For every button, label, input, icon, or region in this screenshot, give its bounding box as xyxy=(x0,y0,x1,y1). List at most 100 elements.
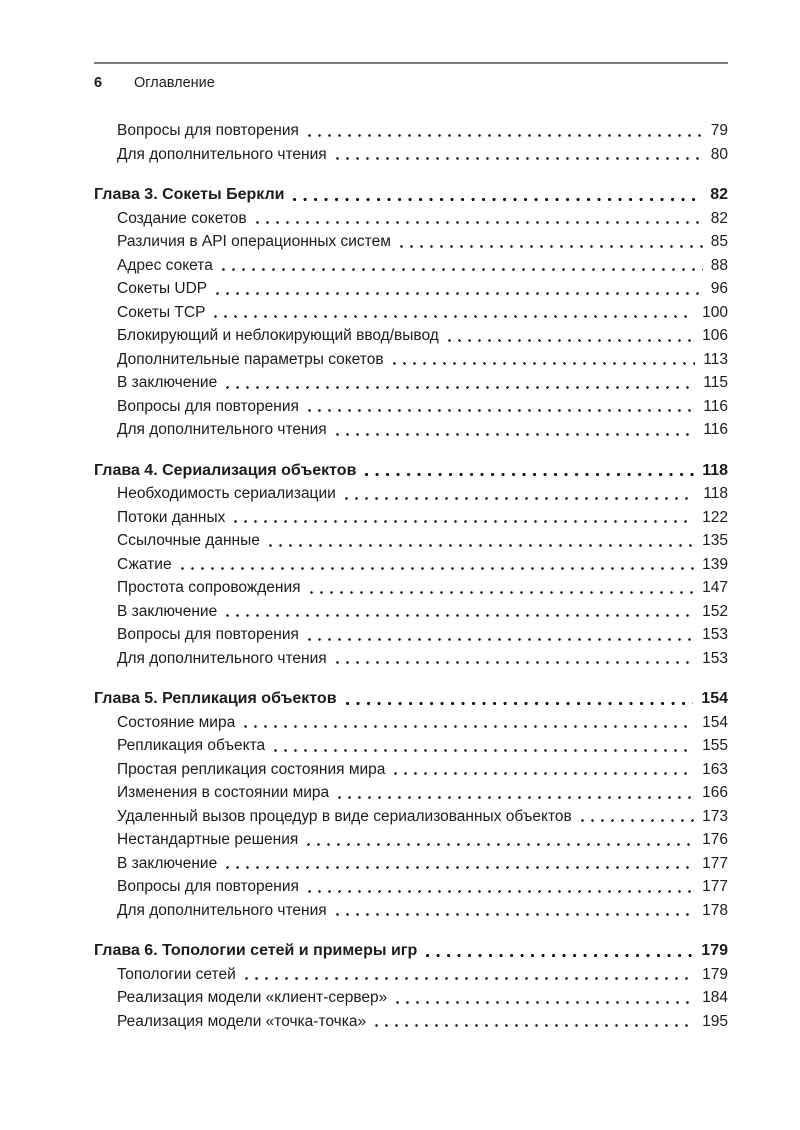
toc-chapter-title: Глава 3. Сокеты Беркли xyxy=(94,186,285,203)
toc-page-number: 155 xyxy=(702,737,728,754)
toc-entry-title: Удаленный вызов процедур в виде сериализ… xyxy=(117,807,572,825)
toc-entry-row: Сжатие 139 xyxy=(94,553,728,577)
toc-entry-title: Сокеты TCP xyxy=(117,303,206,321)
toc-entry-row: Реализация модели «точка-точка» 195 xyxy=(94,1010,728,1034)
toc-page-number: 184 xyxy=(702,989,728,1006)
dot-leader xyxy=(394,772,695,775)
dot-leader xyxy=(244,725,695,728)
toc-page-number: 115 xyxy=(703,374,728,391)
toc-chapter-title: Глава 4. Сериализация объектов xyxy=(94,461,357,479)
dot-leader xyxy=(447,338,695,342)
dot-leader xyxy=(255,221,703,224)
toc-entry-title: Простая репликация состояния мира xyxy=(117,760,386,778)
toc-entry-row: Для дополнительного чтения 153 xyxy=(94,647,728,671)
toc-entry-row: Сокеты UDP 96 xyxy=(94,277,728,301)
toc-entry-title: Необходимость сериализации xyxy=(117,485,336,502)
dot-leader xyxy=(274,748,695,752)
toc-entry-title: Реализация модели «клиент-сервер» xyxy=(117,989,388,1006)
toc-entry-title: Адрес сокета xyxy=(117,256,213,274)
dot-leader xyxy=(216,291,703,295)
toc-section: Вопросы для повторения 79 Для дополнительн… xyxy=(94,119,728,166)
dot-leader xyxy=(226,866,695,869)
toc: Вопросы для повторения 79 Для дополнительн… xyxy=(94,119,728,1033)
toc-page-number: 96 xyxy=(710,280,728,297)
toc-chapter-title: Глава 5. Репликация объектов xyxy=(94,690,337,707)
toc-entry-row: Реализация модели «клиент-сервер» 184 xyxy=(94,986,728,1010)
dot-leader xyxy=(345,701,694,705)
toc-entry-row: Изменения в состоянии мира 166 xyxy=(94,781,728,805)
toc-page-number: 80 xyxy=(710,145,728,163)
toc-chapter-row: Глава 6. Топологии сетей и примеры игр 17… xyxy=(94,939,728,963)
toc-entry-title: Сжатие xyxy=(117,555,172,573)
toc-entry-row: В заключение 115 xyxy=(94,371,728,395)
toc-page-number: 173 xyxy=(702,807,728,825)
toc-page-number: 178 xyxy=(702,901,728,919)
dot-leader xyxy=(268,543,695,547)
toc-entry-title: Различия в API операционных систем xyxy=(117,233,391,250)
toc-page-number: 179 xyxy=(702,965,728,983)
toc-page-number: 106 xyxy=(702,327,728,344)
toc-section: Глава 6. Топологии сетей и примеры игр 17… xyxy=(94,939,728,1033)
running-header-title: Оглавление xyxy=(134,75,215,91)
toc-entry-row: Блокирующий и неблокирующий ввод/вывод 10… xyxy=(94,324,728,348)
dot-leader xyxy=(307,889,695,893)
toc-entry-row: Удаленный вызов процедур в виде сериализ… xyxy=(94,805,728,829)
toc-entry-row: Репликация объекта 155 xyxy=(94,734,728,758)
toc-entry-title: Топологии сетей xyxy=(117,965,236,983)
toc-entry-title: Для дополнительного чтения xyxy=(117,901,327,919)
toc-page-number: 152 xyxy=(702,602,728,620)
toc-entry-row: Потоки данных 122 xyxy=(94,506,728,530)
toc-page-number: 82 xyxy=(710,186,728,203)
toc-entry-row: Вопросы для повторения 153 xyxy=(94,623,728,647)
dot-leader xyxy=(307,409,696,412)
toc-entry-row: Вопросы для повторения 177 xyxy=(94,875,728,899)
toc-entry-row: В заключение 152 xyxy=(94,600,728,624)
dot-leader xyxy=(338,795,695,799)
dot-leader xyxy=(365,473,695,476)
toc-page-number: 122 xyxy=(702,508,728,526)
toc-entry-row: Состояние мира 154 xyxy=(94,711,728,735)
toc-entry-title: Нестандартные решения xyxy=(117,831,299,848)
page-content: 6 Оглавление Вопросы для повторения 79 Для… xyxy=(94,62,728,1033)
toc-entry-title: Вопросы для повторения xyxy=(117,878,299,895)
dot-leader xyxy=(335,157,703,160)
dot-leader xyxy=(226,614,695,617)
toc-entry-title: Вопросы для повторения xyxy=(117,122,299,139)
toc-entry-title: Ссылочные данные xyxy=(117,532,260,549)
toc-entry-row: Для дополнительного чтения 80 xyxy=(94,143,728,167)
dot-leader xyxy=(307,842,695,846)
dot-leader xyxy=(244,977,695,980)
header-rule xyxy=(94,62,728,64)
toc-entry-title: Для дополнительного чтения xyxy=(117,649,327,667)
toc-page-number: 147 xyxy=(702,579,728,596)
toc-entry-row: Необходимость сериализации 118 xyxy=(94,482,728,506)
dot-leader xyxy=(335,913,695,916)
toc-page-number: 163 xyxy=(702,760,728,778)
toc-page-number: 154 xyxy=(701,690,728,707)
toc-page-number: 195 xyxy=(702,1012,728,1030)
toc-page-number: 177 xyxy=(702,854,728,872)
toc-entry-title: Вопросы для повторения xyxy=(117,397,299,415)
toc-page-number: 153 xyxy=(702,626,728,643)
dot-leader xyxy=(309,590,695,594)
toc-entry-title: Простота сопровождения xyxy=(117,579,301,596)
toc-page-number: 118 xyxy=(703,485,728,502)
toc-entry-title: В заключение xyxy=(117,854,218,872)
toc-page-number: 154 xyxy=(702,713,728,731)
toc-entry-row: Вопросы для повторения 116 xyxy=(94,395,728,419)
toc-entry-row: Адрес сокета 88 xyxy=(94,254,728,278)
dot-leader xyxy=(396,1000,695,1004)
toc-entry-title: Дополнительные параметры сокетов xyxy=(117,350,384,368)
dot-leader xyxy=(234,520,695,523)
dot-leader xyxy=(375,1024,695,1027)
toc-page-number: 166 xyxy=(702,784,728,801)
toc-page-number: 116 xyxy=(703,397,728,415)
toc-entry-title: Реализация модели «точка-точка» xyxy=(117,1012,367,1030)
toc-page-number: 100 xyxy=(702,303,728,321)
toc-page-number: 85 xyxy=(710,233,728,250)
toc-entry-row: Сокеты TCP 100 xyxy=(94,301,728,325)
toc-page-number: 177 xyxy=(702,878,728,895)
dot-leader xyxy=(335,661,695,664)
toc-chapter-row: Глава 5. Репликация объектов 154 xyxy=(94,687,728,711)
